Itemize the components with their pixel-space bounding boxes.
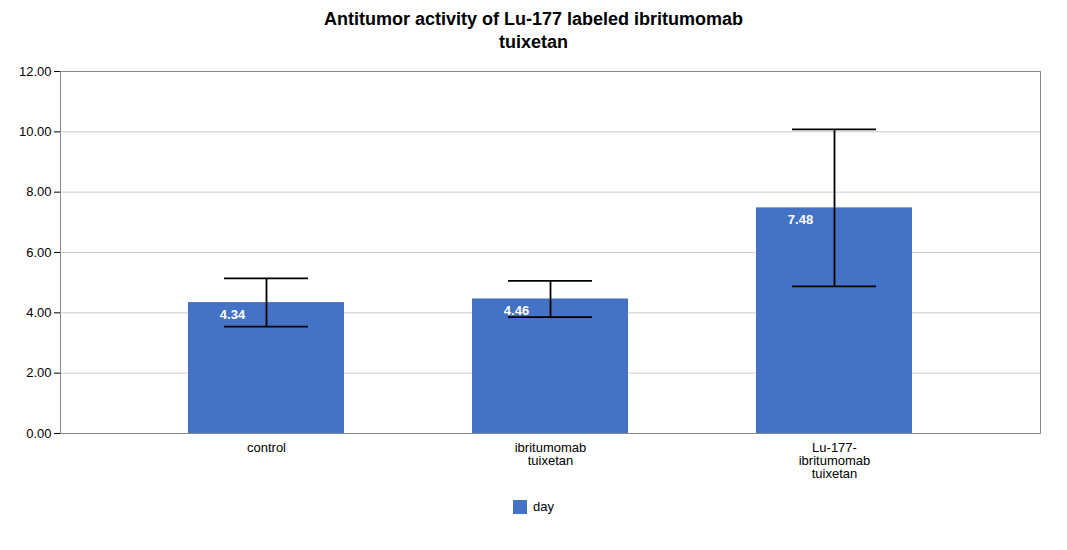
svg-text:2.00: 2.00 (26, 365, 51, 380)
svg-text:ibritumomabtuixetan: ibritumomabtuixetan (515, 440, 587, 468)
svg-text:4.34: 4.34 (220, 307, 246, 322)
svg-text:6.00: 6.00 (26, 245, 51, 260)
svg-text:4.00: 4.00 (26, 305, 51, 320)
svg-text:10.00: 10.00 (19, 124, 52, 139)
svg-text:0.00: 0.00 (26, 426, 51, 441)
html-text:Antitumor activity of Lu-177 l: Antitumor activity of Lu-177 labeled ibr… (324, 9, 743, 52)
svg-text:Lu-177-ibritumomabtuixetan: Lu-177-ibritumomabtuixetan (799, 440, 871, 481)
svg-text:7.48: 7.48 (788, 212, 813, 227)
html-text:day: day (533, 499, 554, 514)
svg-text:4.46: 4.46 (504, 303, 529, 318)
svg-text:control: control (247, 440, 286, 455)
svg-text:8.00: 8.00 (26, 184, 51, 199)
svg-text:12.00: 12.00 (19, 64, 52, 79)
